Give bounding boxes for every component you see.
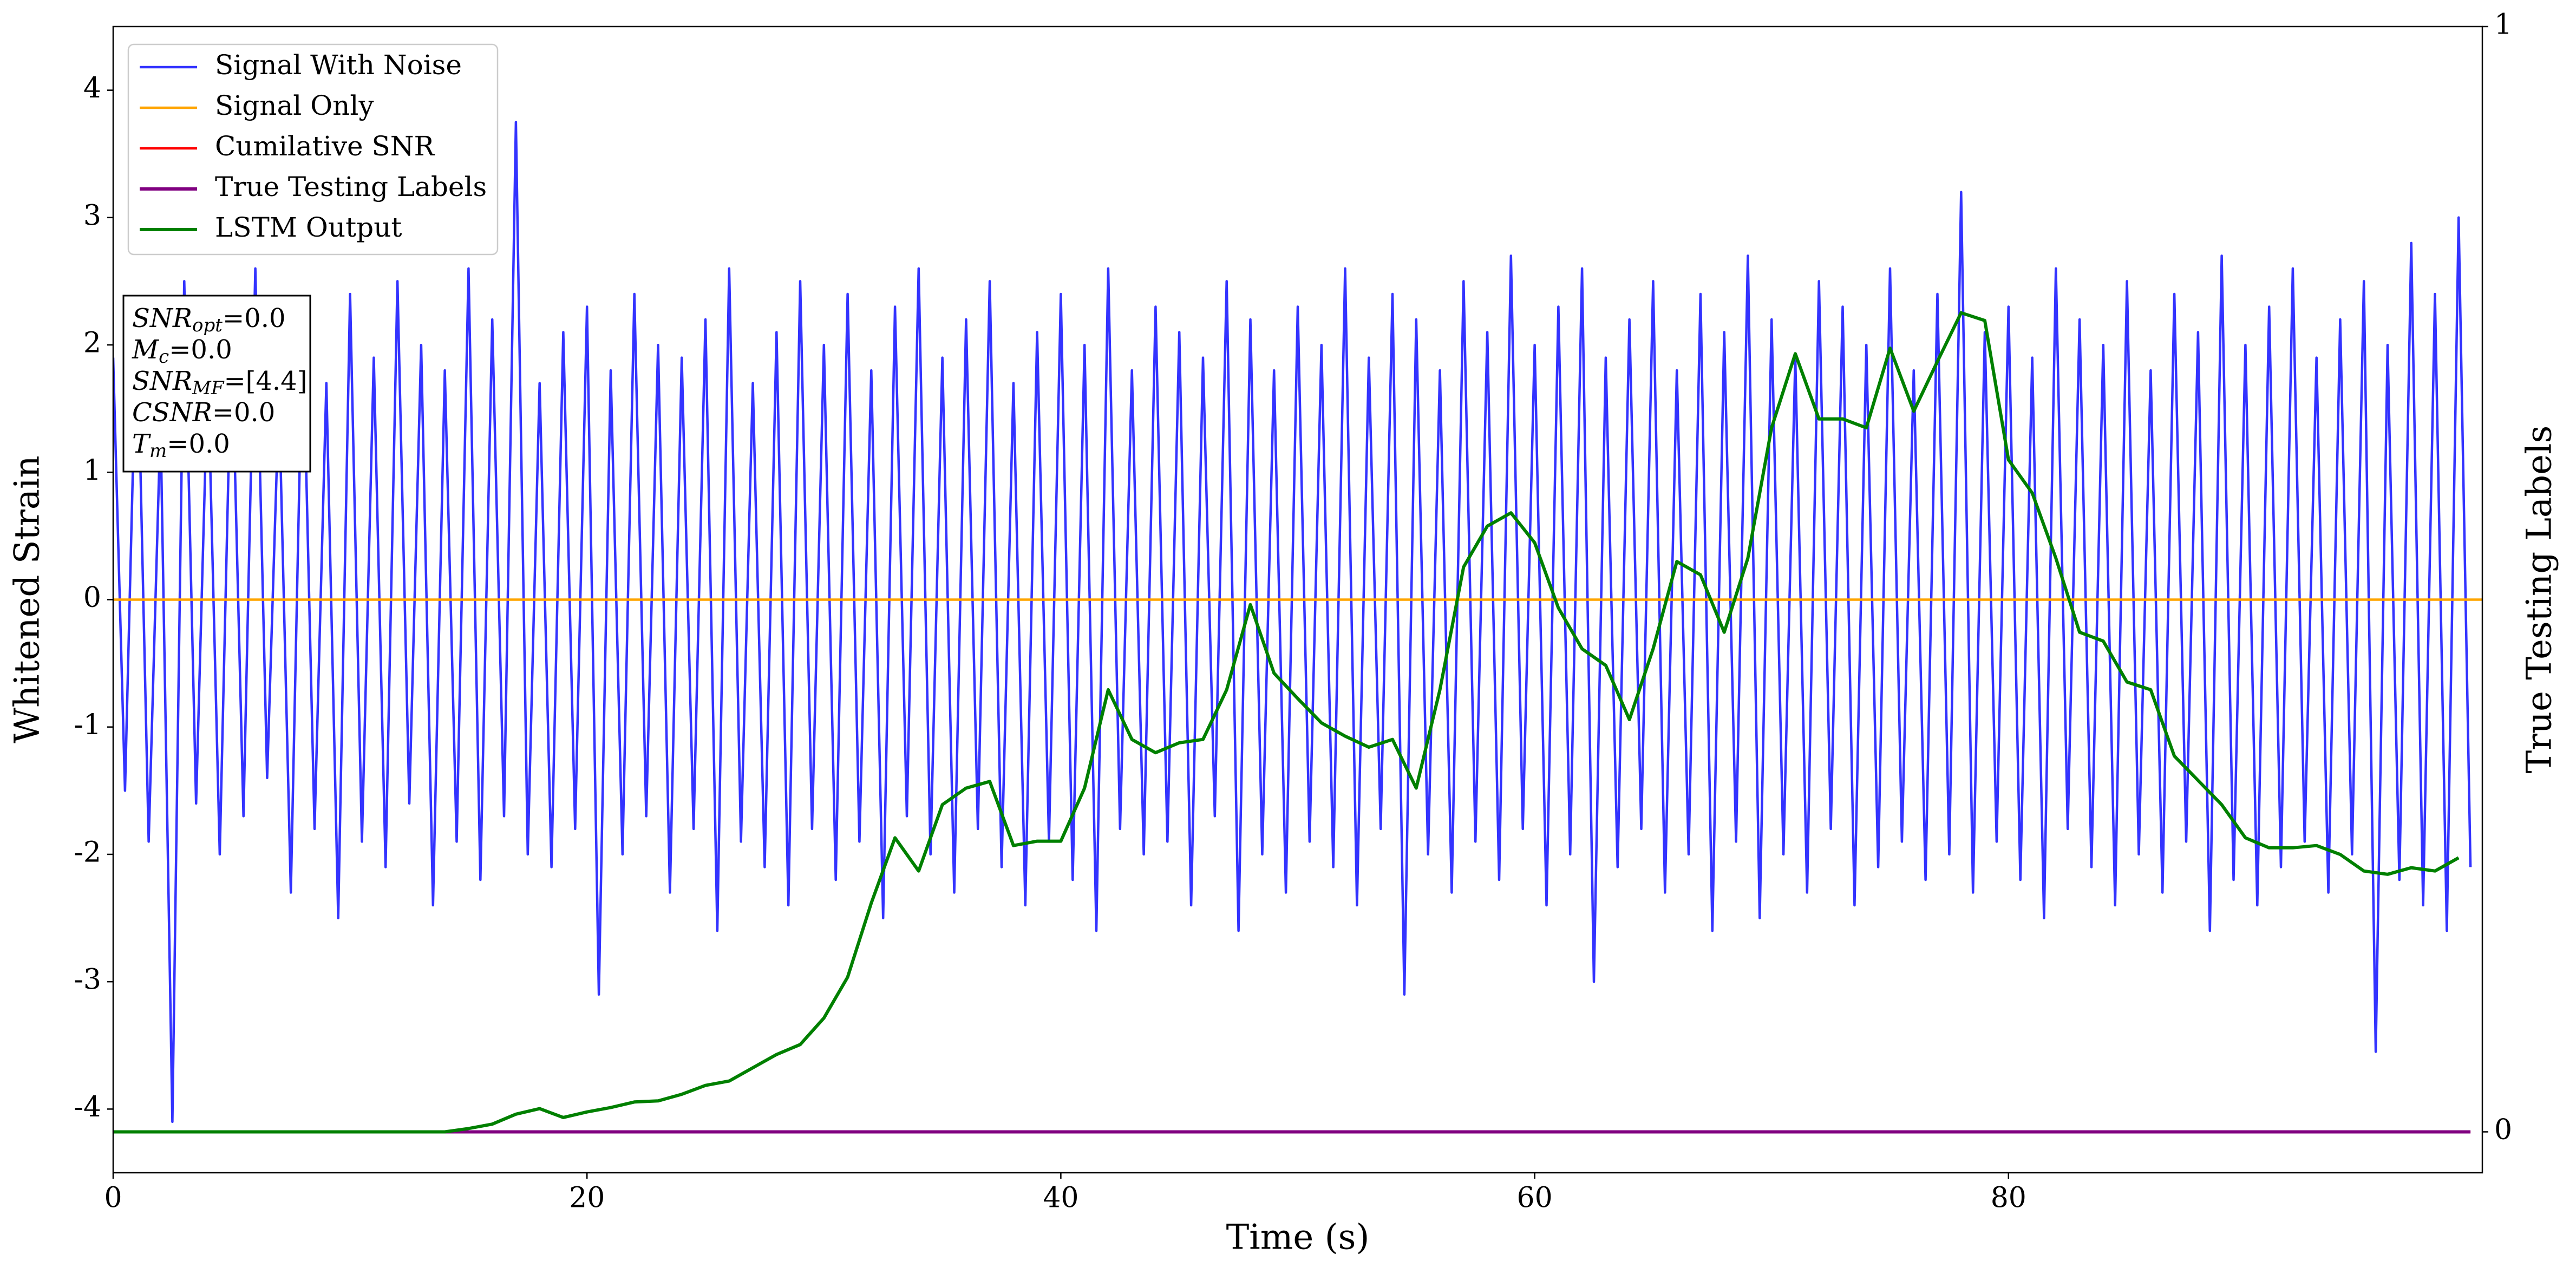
y-tick-label: -4	[74, 1091, 101, 1123]
y2-axis-label: True Testing Labels	[2520, 426, 2560, 774]
y-tick-label: 0	[83, 582, 101, 614]
annotation-base: M	[132, 335, 160, 365]
legend-label: Cumilative SNR	[215, 130, 435, 162]
plot-frame	[112, 25, 2483, 1174]
x-axis-label: Time (s)	[1226, 1218, 1370, 1258]
annotation-base: T	[132, 429, 151, 459]
annotation-line: SNRMF=[4.4]	[132, 366, 307, 400]
annotation-box	[122, 295, 311, 473]
legend-label: Signal Only	[215, 90, 374, 121]
x-tick-label: 20	[569, 1182, 605, 1214]
annotation-text: =0.0	[223, 303, 286, 334]
x-tick-label: 40	[1043, 1182, 1078, 1214]
legend-box	[127, 43, 499, 256]
annotation-text: =0.0	[169, 335, 232, 365]
x-tick-label: 60	[1517, 1182, 1553, 1214]
y-tick-label: -1	[74, 709, 101, 741]
annotation-line: Mc=0.0	[132, 335, 232, 368]
legend-label: True Testing Labels	[215, 171, 487, 202]
y-tick-label: 3	[83, 199, 101, 232]
y-tick-label: 1	[83, 454, 101, 487]
annotation-text: =[4.4]	[224, 366, 307, 396]
annotation-base: SNR	[132, 366, 192, 396]
annotation-sub: c	[159, 346, 169, 368]
annotation-base: CSNR	[132, 397, 212, 428]
annotation-line: CSNR=0.0	[132, 397, 275, 428]
annotation-sub: MF	[192, 377, 225, 399]
annotation-text: =0.0	[212, 397, 276, 428]
annotation-base: SNR	[132, 303, 192, 334]
annotation-sub: opt	[192, 315, 223, 336]
annotation-text: =0.0	[167, 429, 230, 459]
legend-label: LSTM Output	[215, 212, 402, 243]
y2-tick-label: 1	[2494, 9, 2512, 41]
annotation-line: Tm=0.0	[132, 429, 230, 462]
x-tick-label: 80	[1991, 1182, 2026, 1214]
x-tick-label: 0	[104, 1182, 122, 1214]
y-tick-label: 2	[83, 327, 101, 360]
series-line	[113, 311, 2460, 1134]
y-tick-label: -2	[74, 836, 101, 868]
y-tick-label: -3	[74, 964, 101, 996]
y-tick-label: 4	[83, 72, 101, 104]
y2-tick-label: 0	[2494, 1114, 2512, 1146]
legend-label: Signal With Noise	[215, 49, 462, 81]
y-axis-label: Whitened Strain	[8, 455, 48, 743]
annotation-sub: m	[149, 440, 167, 462]
annotation-line: SNRopt=0.0	[132, 303, 286, 337]
